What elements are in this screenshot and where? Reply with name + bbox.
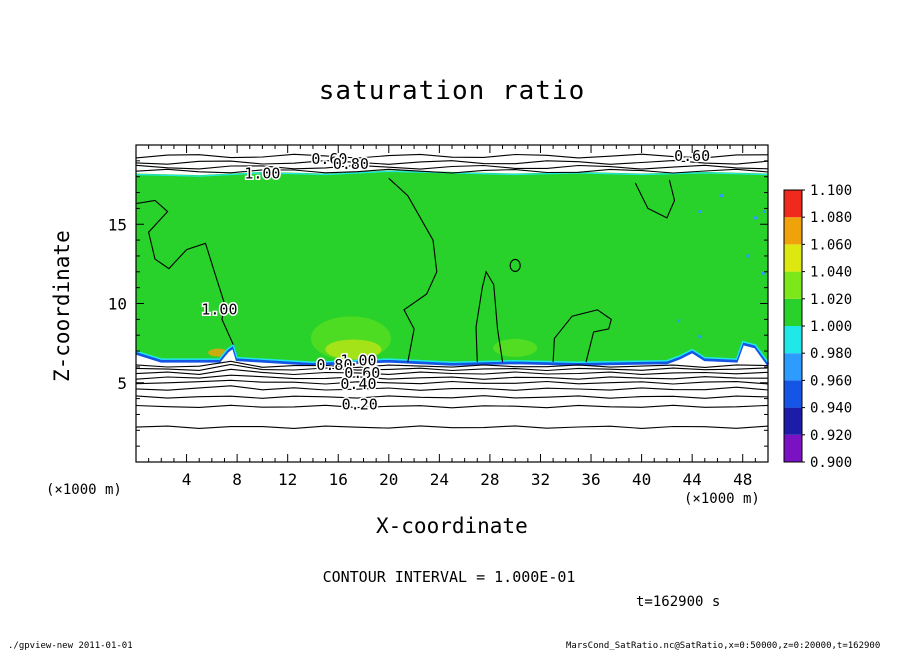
- x-tick-label: 20: [379, 470, 398, 489]
- colorbar-segment: [784, 298, 802, 326]
- colorbar-label: 1.000: [810, 319, 852, 335]
- x-unit-left: (×1000 m): [46, 482, 122, 498]
- speckle: [719, 194, 723, 198]
- contour-line: [135, 160, 769, 165]
- x-axis-label: X-coordinate: [376, 514, 528, 538]
- contour-line: [135, 425, 769, 429]
- contour-label: 0.60: [344, 364, 380, 382]
- contour-line: [135, 374, 769, 380]
- colorbar-segment: [784, 190, 802, 218]
- colorbar-label: 1.100: [810, 183, 852, 199]
- colorbar-label: 1.060: [810, 237, 852, 253]
- contour-label: 1.00: [201, 301, 237, 319]
- cloud-base-fringe: [135, 340, 769, 364]
- colorbar-segment: [784, 217, 802, 245]
- contour-label: 0.80: [333, 155, 369, 173]
- contour-line-1.00: [552, 309, 612, 363]
- colorbar-label: 1.020: [810, 292, 852, 308]
- contour-line: [135, 153, 769, 159]
- colorbar-label: 1.080: [810, 210, 852, 226]
- footer-right: MarsCond_SatRatio.nc@SatRatio,x=0:50000,…: [566, 641, 881, 651]
- contour-line: [135, 395, 769, 399]
- contour-label: 0.40: [340, 375, 376, 393]
- contour-label: 0.20: [342, 396, 378, 414]
- x-tick-label: 4: [182, 470, 192, 489]
- contour-line-1.00: [634, 179, 676, 219]
- y-tick-label: 10: [108, 295, 127, 314]
- x-tick-label: 16: [329, 470, 348, 489]
- x-tick-label: 28: [480, 470, 499, 489]
- contour-line-1.00: [388, 177, 438, 363]
- saturation-field: [135, 170, 770, 366]
- contour-interval-text: CONTOUR INTERVAL = 1.000E-01: [322, 568, 576, 586]
- contour-label: 0.80: [316, 356, 352, 374]
- x-tick-label: 8: [232, 470, 242, 489]
- colorbar-segment: [784, 407, 802, 435]
- colorbar-segment: [784, 380, 802, 408]
- y-axis-label: Z-coordinate: [50, 230, 74, 382]
- x-tick-label: 36: [581, 470, 600, 489]
- colorbar-segment: [784, 244, 802, 272]
- contour-line: [135, 164, 769, 170]
- x-axis: 4 8 12 16 20 24 28 32 36 40 44 48: [148, 145, 756, 489]
- contour-line-1.00: [509, 258, 521, 273]
- saturated-region: [136, 170, 768, 366]
- colorbar-label: 0.920: [810, 428, 852, 444]
- x-tick-label: 48: [733, 470, 752, 489]
- speckle: [746, 254, 750, 258]
- supersat-core: [325, 339, 382, 360]
- y-tick-label: 5: [117, 374, 127, 393]
- contour-line: [135, 385, 769, 391]
- colorbar-label: 0.900: [810, 455, 852, 471]
- speckle: [698, 209, 702, 213]
- speckle: [676, 319, 680, 323]
- colorbar-segment: [784, 353, 802, 381]
- footer-left: ./gpview-new 2011-01-01: [8, 641, 133, 651]
- speckle: [762, 209, 766, 213]
- colorbar-label: 1.040: [810, 265, 852, 281]
- speckle: [761, 271, 765, 275]
- y-tick-label: 15: [108, 215, 127, 234]
- contour-lines: [135, 153, 769, 429]
- supersat-patch: [493, 338, 538, 357]
- x-tick-label: 12: [278, 470, 297, 489]
- contour-line: [135, 404, 769, 409]
- contour-label: 0.60: [311, 150, 347, 168]
- contour-line: [135, 379, 769, 385]
- y-axis: 5 10 15: [108, 160, 768, 447]
- contour-line: [135, 363, 769, 372]
- colorbar: 0.900 0.920 0.940 0.960 0.980 1.000 1.020 1.040…: [783, 183, 852, 471]
- contour-line: [135, 360, 769, 368]
- colorbar-segment: [784, 326, 802, 354]
- colorbar-label: 0.960: [810, 373, 852, 389]
- speckle: [698, 335, 702, 339]
- x-tick-label: 24: [430, 470, 449, 489]
- x-unit-right: (×1000 m): [684, 491, 760, 507]
- contour-labels: 0.600.801.000.601.001.000.800.600.400.20: [200, 145, 712, 415]
- cloud-base-fringe: [135, 341, 770, 366]
- speckle: [754, 216, 758, 220]
- colorbar-segment: [784, 434, 802, 462]
- contour-line: [135, 368, 769, 376]
- chart-title: saturation ratio: [318, 76, 586, 106]
- contour-line-1.00: [475, 270, 504, 363]
- x-tick-label: 40: [632, 470, 651, 489]
- colorbar-label: 0.940: [810, 401, 852, 417]
- contour-line-1.00: [135, 199, 234, 345]
- colorbar-label: 0.980: [810, 346, 852, 362]
- contour-label: 0.60: [674, 147, 710, 165]
- contour-label: 1.00: [340, 351, 376, 369]
- contour-label: 1.00: [244, 164, 280, 182]
- x-tick-label: 44: [683, 470, 702, 489]
- colorbar-segment: [784, 271, 802, 299]
- time-stamp: t=162900 s: [636, 594, 721, 610]
- contour-line: [135, 168, 769, 174]
- x-tick-label: 32: [531, 470, 550, 489]
